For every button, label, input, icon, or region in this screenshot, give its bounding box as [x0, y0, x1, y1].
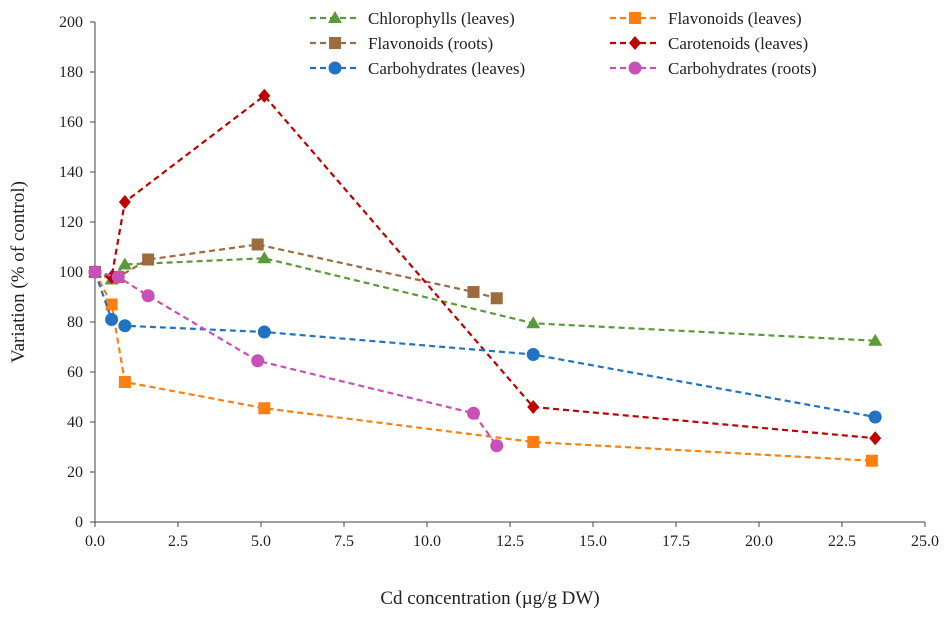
legend-label: Carotenoids (leaves)	[668, 34, 808, 53]
legend-label: Flavonoids (leaves)	[668, 9, 802, 28]
series-line	[94, 270, 498, 447]
data-point	[258, 402, 271, 415]
legend-item: Carotenoids (leaves)	[610, 34, 808, 53]
data-point	[467, 286, 480, 298]
data-point	[257, 251, 272, 264]
series-0	[88, 251, 883, 346]
data-point	[526, 316, 541, 329]
data-point	[490, 292, 503, 305]
legend: Chlorophylls (leaves) Flavonoids (leaves)…	[310, 9, 817, 78]
legend-marker	[328, 61, 342, 75]
y-tick-label: 140	[59, 164, 83, 181]
series-line	[94, 243, 498, 300]
series-1	[89, 266, 878, 467]
x-tick-label: 22.5	[828, 533, 856, 550]
legend-marker	[328, 11, 342, 23]
series-5	[88, 265, 504, 453]
x-axis-title: Cd concentration (µg/g DW)	[380, 588, 599, 609]
y-tick-label: 100	[59, 264, 83, 281]
data-point	[141, 289, 155, 303]
data-point	[869, 431, 882, 446]
data-point	[258, 88, 271, 103]
y-axis-title: Variation (% of control)	[8, 181, 29, 363]
legend-item: Chlorophylls (leaves)	[310, 9, 515, 28]
x-tick-label: 0.0	[85, 533, 105, 550]
legend-label: Flavonoids (roots)	[368, 34, 493, 53]
data-point	[88, 265, 102, 279]
legend-marker	[628, 61, 642, 75]
data-point	[251, 238, 264, 251]
data-point	[251, 354, 265, 368]
legend-marker	[629, 12, 641, 24]
data-point	[490, 439, 504, 453]
data-point	[111, 270, 125, 284]
legend-label: Carbohydrates (leaves)	[368, 59, 525, 78]
legend-item: Flavonoids (roots)	[310, 34, 493, 53]
legend-marker	[629, 36, 641, 50]
x-tick-label: 17.5	[662, 533, 690, 550]
x-tick-label: 10.0	[413, 533, 441, 550]
x-tick-label: 15.0	[579, 533, 607, 550]
data-point	[466, 406, 480, 420]
series-3	[89, 88, 882, 446]
x-tick-label: 2.5	[168, 533, 188, 550]
data-point	[105, 313, 119, 326]
series-line	[94, 257, 876, 342]
data-point	[868, 410, 882, 424]
data-point	[105, 298, 118, 311]
data-point	[118, 195, 131, 209]
y-tick-label: 20	[67, 464, 83, 481]
legend-label: Chlorophylls (leaves)	[368, 9, 515, 28]
y-tick-label: 40	[67, 414, 83, 431]
series-layer	[88, 88, 883, 467]
y-tick-label: 60	[67, 364, 83, 381]
x-ticks: 0.0 2.5 5.0 7.5 10.0 12.5 15.0 17.5 20.0 22.5 25.0	[85, 522, 939, 550]
x-tick-label: 7.5	[334, 533, 354, 550]
x-tick-label: 25.0	[911, 533, 939, 550]
series-line	[93, 271, 876, 419]
legend-marker	[329, 37, 341, 49]
data-point	[257, 325, 271, 339]
y-tick-label: 80	[67, 314, 83, 331]
data-point	[865, 454, 878, 467]
legend-item: Flavonoids (leaves)	[610, 9, 802, 28]
y-tick-label: 180	[59, 64, 83, 81]
series-4	[88, 265, 882, 424]
data-point	[118, 319, 132, 333]
x-tick-label: 20.0	[745, 533, 773, 550]
data-point	[117, 257, 132, 270]
y-ticks: 0 20 40 60 80 100 120 140 160 180 200	[59, 14, 95, 531]
data-point	[868, 333, 883, 346]
x-tick-label: 5.0	[251, 533, 271, 550]
data-point	[118, 376, 131, 388]
y-tick-label: 120	[59, 214, 83, 231]
data-point	[526, 348, 540, 361]
series-line	[94, 271, 872, 462]
legend-item: Carbohydrates (leaves)	[310, 59, 525, 78]
y-tick-label: 200	[59, 14, 83, 31]
data-point	[527, 436, 540, 448]
legend-label: Carbohydrates (roots)	[668, 59, 817, 78]
series-line	[94, 94, 876, 440]
data-point	[527, 400, 540, 414]
data-point	[142, 253, 155, 266]
y-tick-label: 0	[75, 514, 83, 531]
y-tick-label: 160	[59, 114, 83, 131]
axes: 0.0 2.5 5.0 7.5 10.0 12.5 15.0 17.5 20.0 22.5 25.0…	[59, 14, 939, 550]
legend-item: Carbohydrates (roots)	[610, 59, 817, 78]
x-tick-label: 12.5	[496, 533, 524, 550]
